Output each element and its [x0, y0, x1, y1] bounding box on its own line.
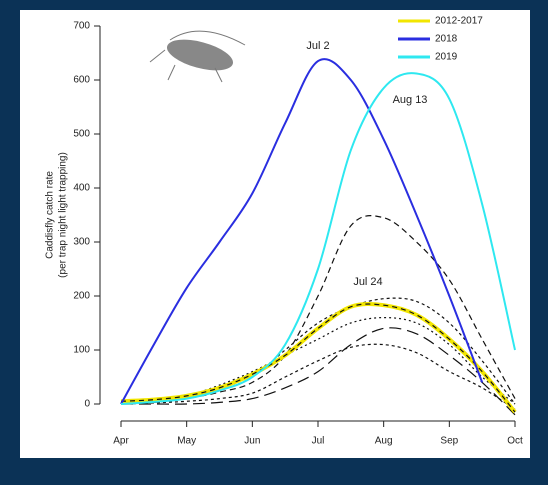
annotation: Aug 13	[393, 94, 428, 106]
legend-label: 2019	[435, 52, 458, 63]
y-tick-label: 100	[73, 345, 90, 356]
y-tick-label: 400	[73, 183, 90, 194]
y-tick-label: 500	[73, 129, 90, 140]
y-axis-title: Caddisfly catch rate	[45, 171, 56, 259]
annotation: Jul 2	[306, 40, 329, 52]
x-tick-label: Aug	[375, 436, 393, 447]
y-tick-label: 200	[73, 291, 90, 302]
x-tick-label: May	[177, 436, 196, 447]
series-line	[120, 343, 516, 410]
insect-icon	[149, 30, 246, 83]
x-tick-label: Oct	[507, 436, 523, 447]
x-tick-label: Sep	[440, 436, 458, 447]
annotation: Jul 24	[353, 276, 382, 288]
y-tick-label: 300	[73, 237, 90, 248]
x-tick-label: Jul	[312, 436, 325, 447]
panel	[20, 10, 530, 458]
series-line-overlay	[120, 303, 516, 413]
series-line	[120, 58, 484, 405]
x-tick-label: Apr	[113, 436, 129, 447]
legend-label: 2018	[435, 34, 458, 45]
y-axis-title: (per trap night light trapping)	[58, 152, 69, 278]
series-line	[120, 72, 516, 405]
series-line	[120, 327, 516, 416]
x-tick-label: Jun	[244, 436, 260, 447]
y-tick-label: 0	[84, 399, 90, 410]
y-tick-label: 700	[73, 21, 90, 32]
y-tick-label: 600	[73, 75, 90, 86]
legend-label: 2012-2017	[435, 16, 483, 27]
